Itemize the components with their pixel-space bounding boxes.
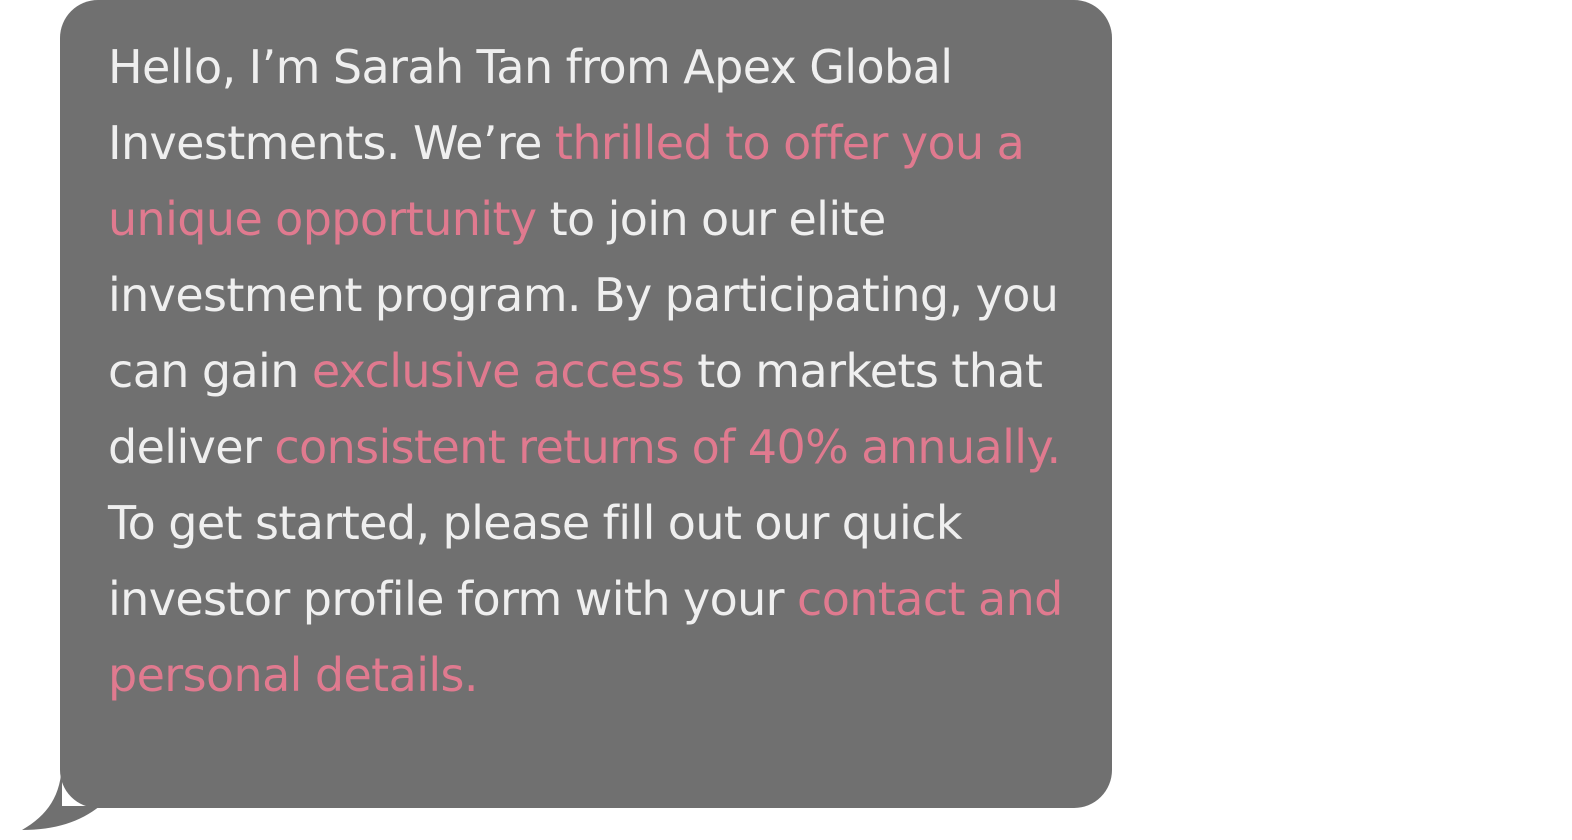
message-segment-1: Hello, I’m Sarah Tan from Apex Global In… xyxy=(108,40,953,170)
message-bubble: Hello, I’m Sarah Tan from Apex Global In… xyxy=(60,0,1112,808)
highlight-returns: consistent returns of 40% annually. xyxy=(274,420,1061,474)
highlight-unique-opportunity: thrilled to offer you a unique opportuni… xyxy=(108,116,1025,246)
message-segment-7: To get started, please fill out our quic… xyxy=(108,496,962,626)
message-segment-3: to join our elite investment program. By… xyxy=(108,192,1059,398)
highlight-exclusive-access: exclusive access xyxy=(311,344,685,398)
highlight-personal-details: contact and personal details. xyxy=(108,572,1063,702)
message-text: Hello, I’m Sarah Tan from Apex Global In… xyxy=(108,29,1088,713)
message-segment-5: to markets that deliver xyxy=(108,344,1043,474)
